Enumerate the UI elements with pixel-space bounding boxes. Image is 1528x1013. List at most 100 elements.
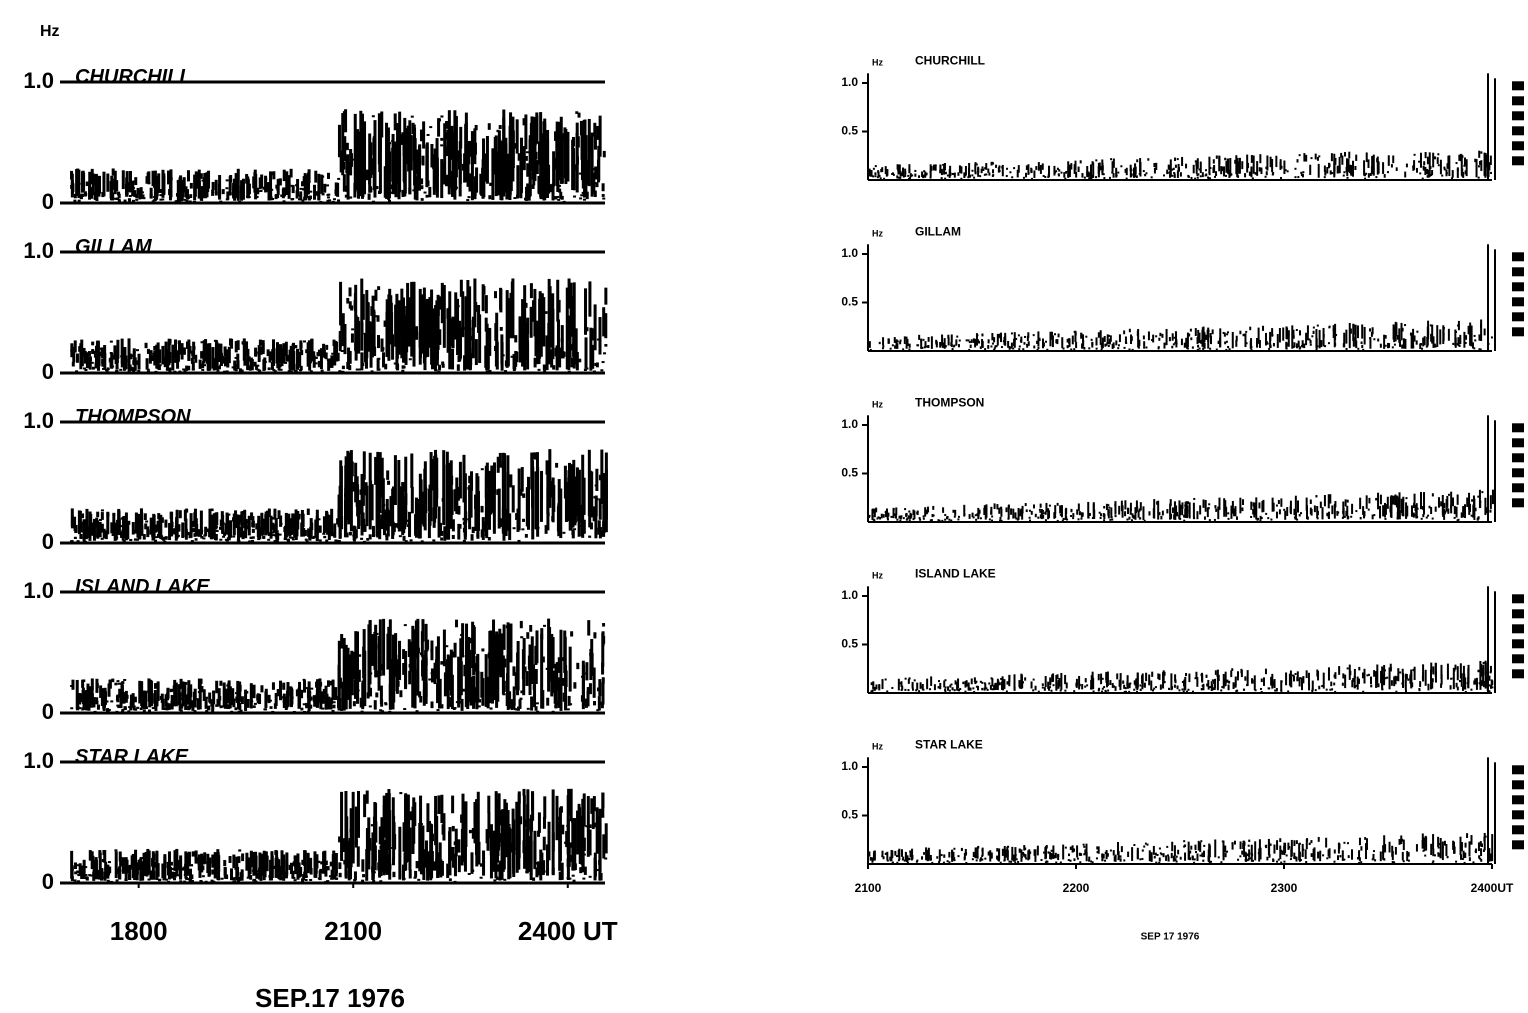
spectral-texture bbox=[1359, 497, 1362, 510]
spectral-texture bbox=[1072, 517, 1075, 520]
spectral-texture bbox=[911, 174, 914, 177]
spectral-texture bbox=[1166, 509, 1169, 514]
spectral-texture bbox=[1174, 516, 1177, 520]
spectral-texture bbox=[1327, 342, 1330, 345]
spectral-texture bbox=[369, 634, 373, 641]
spectral-texture bbox=[121, 536, 125, 541]
spectral-texture bbox=[173, 339, 177, 359]
spectral-texture bbox=[1163, 174, 1166, 177]
spectral-texture bbox=[1039, 503, 1042, 508]
spectral-texture bbox=[380, 514, 384, 530]
spectral-texture bbox=[441, 363, 445, 368]
spectral-texture bbox=[238, 849, 242, 852]
spectral-texture bbox=[226, 355, 230, 368]
spectral-texture bbox=[135, 874, 139, 881]
spectral-texture bbox=[450, 674, 454, 710]
spectral-texture bbox=[1395, 495, 1398, 508]
spectral-texture bbox=[535, 160, 539, 175]
spectral-texture bbox=[573, 682, 577, 689]
spectral-texture bbox=[476, 532, 480, 538]
spectral-texture bbox=[907, 177, 910, 180]
spectral-texture bbox=[1136, 506, 1139, 509]
spectral-texture bbox=[262, 850, 266, 881]
spectral-texture bbox=[384, 363, 388, 370]
spectral-texture bbox=[541, 144, 545, 198]
spectral-texture bbox=[1322, 342, 1325, 347]
spectral-texture bbox=[419, 823, 423, 826]
spectral-texture bbox=[1326, 167, 1329, 174]
spectral-texture bbox=[976, 339, 979, 342]
spectral-texture bbox=[556, 195, 560, 198]
spectral-texture bbox=[445, 507, 449, 535]
spectral-texture bbox=[969, 344, 972, 348]
spectral-texture bbox=[300, 513, 304, 516]
spectral-texture bbox=[895, 340, 898, 347]
spectral-texture bbox=[971, 174, 974, 177]
spectral-texture bbox=[327, 172, 331, 179]
spectral-texture bbox=[1265, 166, 1268, 170]
spectral-texture bbox=[1067, 345, 1070, 348]
spectral-texture bbox=[1074, 330, 1077, 343]
spectral-texture bbox=[315, 693, 319, 708]
spectral-texture bbox=[300, 349, 304, 356]
spectral-texture bbox=[1018, 348, 1021, 351]
spectral-texture bbox=[453, 841, 457, 846]
spectral-texture bbox=[1080, 332, 1083, 339]
spectral-texture bbox=[137, 859, 141, 871]
spectral-texture bbox=[87, 687, 91, 711]
spectral-texture bbox=[1336, 165, 1339, 174]
spectral-texture bbox=[991, 342, 994, 345]
spectral-texture bbox=[500, 518, 504, 527]
spectral-texture bbox=[1478, 348, 1481, 351]
spectral-texture bbox=[539, 112, 543, 198]
spectral-texture bbox=[1422, 165, 1425, 169]
spectral-texture bbox=[221, 529, 225, 535]
spectral-texture bbox=[468, 485, 472, 530]
y-tick-label: 1.0 bbox=[23, 408, 54, 433]
spectral-texture bbox=[546, 697, 550, 706]
spectral-texture bbox=[249, 357, 253, 367]
spectral-texture bbox=[174, 525, 178, 541]
spectral-texture bbox=[389, 514, 393, 517]
spectral-texture bbox=[435, 356, 439, 365]
spectral-texture bbox=[404, 793, 408, 871]
spectral-texture bbox=[541, 690, 545, 709]
spectral-texture bbox=[1405, 163, 1408, 168]
y-tick-label: 1.0 bbox=[23, 68, 54, 93]
spectral-texture bbox=[176, 350, 180, 362]
spectral-texture bbox=[944, 518, 947, 521]
spectral-texture bbox=[1272, 502, 1275, 512]
spectral-texture bbox=[561, 678, 565, 686]
spectral-texture bbox=[87, 351, 91, 357]
spectral-texture bbox=[498, 833, 502, 843]
spectral-texture bbox=[145, 520, 149, 523]
spectral-texture bbox=[563, 636, 567, 671]
spectral-texture bbox=[381, 511, 385, 518]
spectral-texture bbox=[1174, 331, 1177, 334]
spectral-texture bbox=[946, 174, 949, 177]
spectral-texture bbox=[133, 696, 137, 703]
spectral-texture bbox=[598, 823, 602, 881]
spectral-texture bbox=[312, 355, 316, 368]
spectral-texture bbox=[326, 880, 330, 883]
spectral-texture bbox=[272, 369, 276, 372]
spectral-texture bbox=[1282, 327, 1285, 341]
spectral-texture bbox=[329, 861, 333, 867]
spectral-texture bbox=[467, 141, 471, 165]
spectral-texture bbox=[1090, 164, 1093, 178]
spectral-texture bbox=[134, 849, 138, 871]
spectral-texture bbox=[546, 844, 550, 876]
spectral-texture bbox=[91, 350, 95, 353]
spectral-texture bbox=[1465, 159, 1468, 177]
spectral-texture bbox=[1103, 336, 1106, 342]
spectral-texture bbox=[156, 681, 160, 702]
spectral-texture bbox=[489, 707, 493, 710]
spectral-texture bbox=[334, 852, 338, 874]
spectral-texture bbox=[1447, 328, 1450, 341]
spectral-texture bbox=[199, 880, 203, 883]
spectral-texture bbox=[323, 850, 327, 870]
spectral-texture bbox=[315, 191, 319, 196]
spectral-texture bbox=[1425, 516, 1428, 519]
spectral-texture bbox=[874, 175, 877, 178]
spectral-texture bbox=[568, 877, 572, 880]
